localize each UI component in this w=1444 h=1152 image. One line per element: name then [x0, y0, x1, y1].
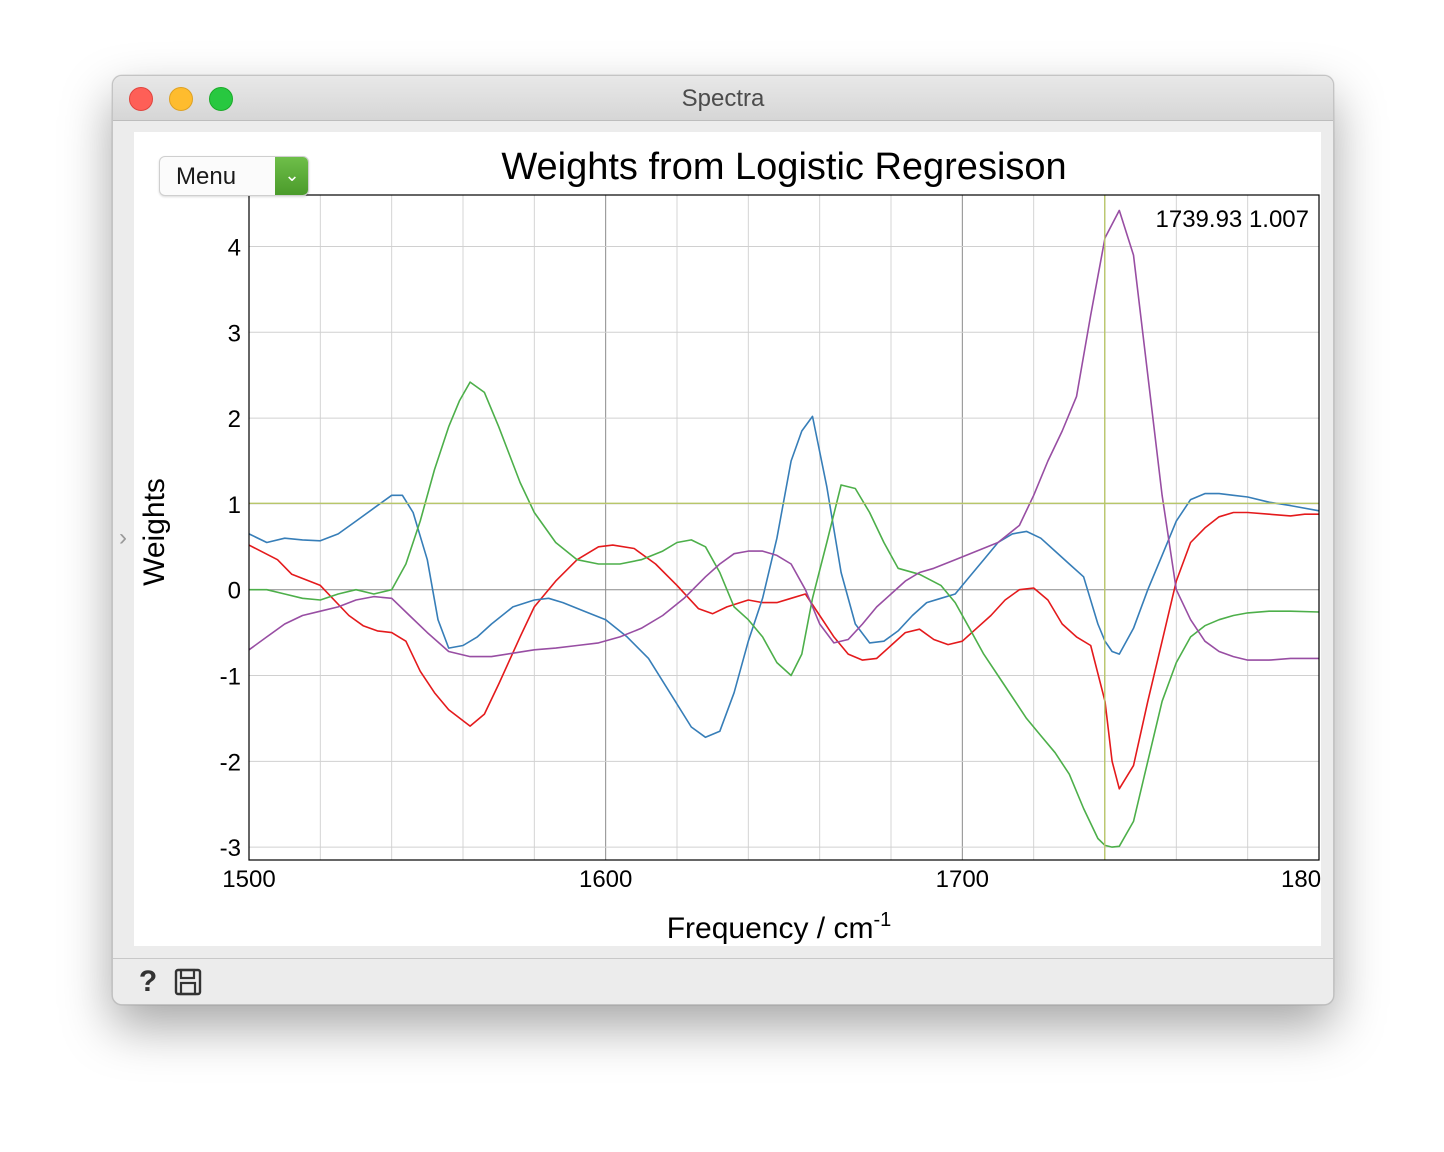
grid-lines	[249, 195, 1319, 860]
y-tick-label: 1	[228, 492, 241, 519]
titlebar: Spectra	[113, 76, 1333, 121]
close-window-button[interactable]	[129, 87, 153, 111]
chevron-down-icon: ⌄	[275, 157, 308, 195]
y-tick-label: -1	[220, 664, 241, 691]
chevron-right-icon[interactable]: ›	[119, 524, 127, 551]
x-tick-label: 1600	[579, 866, 632, 893]
menu-label: Menu	[176, 163, 237, 190]
plot-frame	[248, 194, 1320, 861]
cursor-crosshair	[249, 195, 1319, 860]
y-tick-labels: 4 3 2 1 0 -1 -2 -3	[220, 234, 241, 862]
y-axis-label: Weights	[138, 478, 171, 586]
x-axis-label-superscript: -1	[873, 909, 891, 931]
y-tick-label: -3	[220, 835, 241, 862]
spectra-chart[interactable]: 4 3 2 1 0 -1 -2 -3 1500 1600 1700 180 Weights from…	[134, 132, 1321, 946]
y-tick-label: -2	[220, 749, 241, 776]
series-lines	[248, 209, 1320, 848]
status-bar: ?	[113, 958, 1333, 1004]
series-line-4	[248, 209, 1319, 661]
x-tick-labels: 1500 1600 1700 180	[222, 866, 1321, 893]
y-tick-label: 0	[228, 578, 241, 605]
y-tick-label: 4	[228, 234, 241, 261]
x-axis-label-text: Frequency / cm	[667, 912, 874, 945]
series-line-3	[249, 381, 1320, 848]
x-tick-label: 180	[1281, 866, 1321, 893]
y-tick-label: 2	[228, 406, 241, 433]
zoom-window-button[interactable]	[209, 87, 233, 111]
save-icon[interactable]	[173, 967, 203, 997]
minimize-window-button[interactable]	[169, 87, 193, 111]
cursor-readout: 1739.93 1.007	[1156, 206, 1309, 233]
series-line-2	[248, 415, 1320, 739]
y-tick-label: 3	[228, 320, 241, 347]
x-axis-label: Frequency / cm-1	[667, 909, 892, 945]
x-tick-label: 1500	[222, 866, 275, 893]
chart-title: Weights from Logistic Regresison	[501, 146, 1066, 188]
plot-area[interactable]: 4 3 2 1 0 -1 -2 -3 1500 1600 1700 180 Weights from…	[134, 132, 1321, 946]
help-icon[interactable]: ?	[138, 965, 158, 998]
x-tick-label: 1700	[936, 866, 989, 893]
window-title: Spectra	[681, 85, 765, 112]
series-line-1	[248, 511, 1319, 790]
menu-dropdown[interactable]: Menu ⌄	[159, 156, 309, 196]
spectra-window: Spectra › 4 3 2 1 0 -1 -2 -3 1500 1600 1700 180 We…	[112, 75, 1334, 1005]
